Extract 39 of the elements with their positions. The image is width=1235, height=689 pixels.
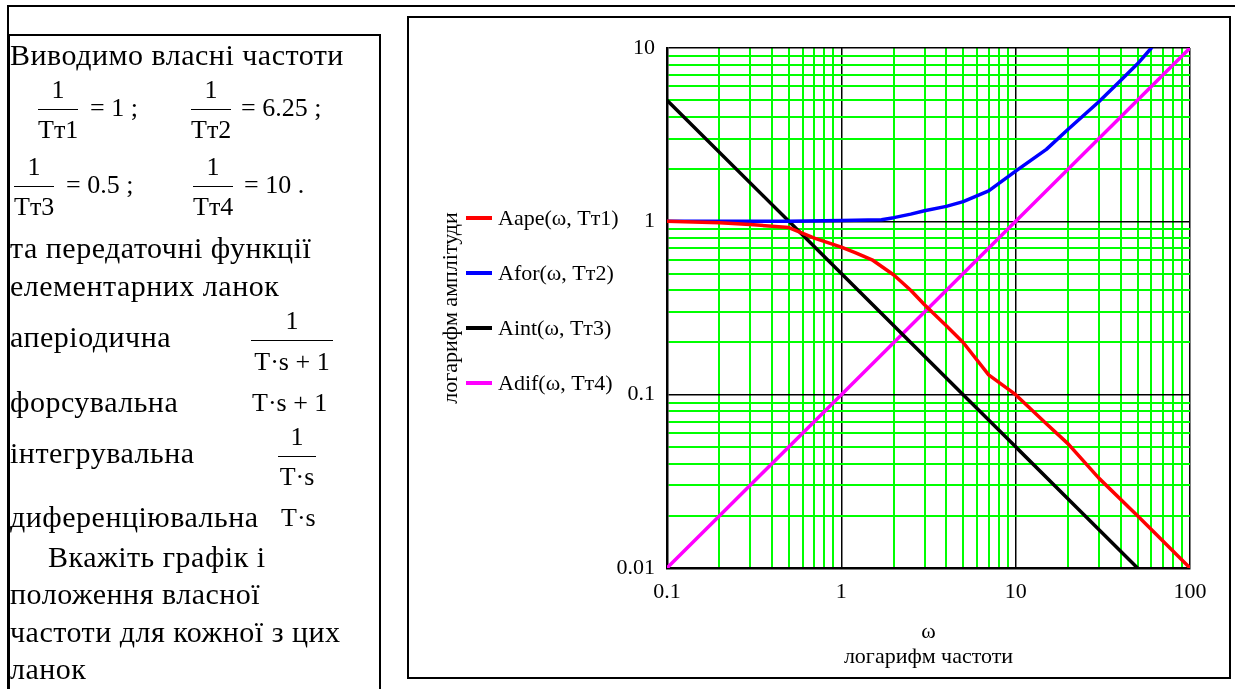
- text: Tт4: [193, 192, 234, 222]
- text: Вкажіть графік і положення власної частоти для кожної з цих ланок: [10, 539, 342, 687]
- text: = 0.5 ;: [66, 170, 134, 200]
- legend-label: Aape(ω, Tт1): [498, 205, 619, 231]
- text: 1: [14, 151, 54, 187]
- text: = 10 .: [244, 170, 305, 200]
- text: 1: [38, 74, 78, 110]
- text: Tт2: [191, 115, 232, 145]
- text: 1: [193, 151, 233, 187]
- text: аперіодична: [10, 320, 172, 353]
- text: 1: [191, 74, 231, 110]
- text: диференціювальна: [10, 500, 259, 533]
- legend-label: Aint(ω, Tт3): [498, 315, 612, 341]
- x-tick-label: 0.1: [653, 577, 681, 603]
- text: T·s: [278, 462, 316, 492]
- y-tick-label: 10: [633, 33, 655, 59]
- y-tick-label: 0.01: [616, 553, 655, 579]
- text: = 1 ;: [90, 93, 138, 123]
- text: та передаточні функції елементарних ланок: [10, 230, 313, 304]
- text: 1: [251, 306, 333, 341]
- text: Tт1: [38, 115, 79, 145]
- x-tick-label: 100: [1173, 577, 1207, 603]
- text: 1: [278, 421, 316, 457]
- y-tick-label: 0.1: [627, 380, 655, 406]
- text: інтегрувальна: [10, 436, 195, 469]
- text: Tт3: [14, 192, 55, 222]
- text: = 6.25 ;: [241, 93, 322, 123]
- legend-label: Afor(ω, Tт2): [498, 260, 614, 286]
- text: T·s + 1: [253, 346, 331, 376]
- y-tick-label: 1: [644, 207, 655, 233]
- legend-label: Adif(ω, Tт4): [498, 370, 613, 396]
- text: форсувальна: [10, 385, 179, 418]
- text: Виводимо власні частоти: [10, 38, 344, 71]
- text: T·s + 1: [252, 388, 328, 417]
- y-axis-title: логарифм амплітуди: [436, 211, 462, 404]
- x-tick-label: 1: [835, 577, 847, 603]
- x-axis-title: ω логарифм частоти: [843, 618, 1014, 668]
- x-tick-label: 10: [1004, 577, 1027, 603]
- text: T·s: [281, 503, 316, 532]
